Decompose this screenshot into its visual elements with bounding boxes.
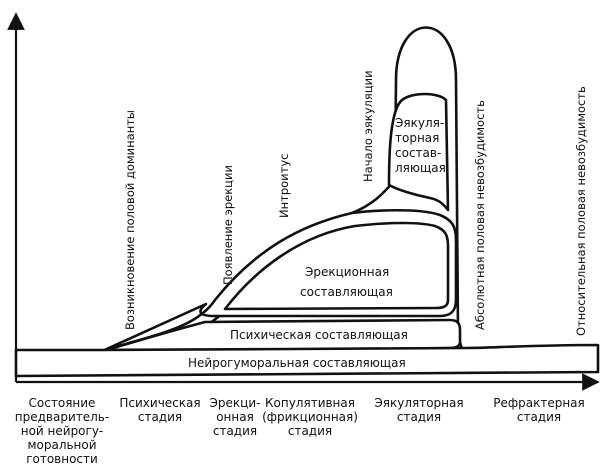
event-absolute-refractory-label: Абсолютная половая невозбудимость bbox=[473, 100, 487, 330]
stage-psychic-label: Психическая стадия bbox=[119, 396, 201, 424]
stage-readiness-label: Состояние предваритель- ной нейрогу- мор… bbox=[14, 396, 110, 466]
event-erection-onset-label: Появление эрекции bbox=[221, 165, 235, 285]
ejaculatory-component-inner bbox=[387, 92, 450, 212]
stage-copulative-label: Копулятивная (фрикционная) стадия bbox=[262, 396, 358, 438]
neurohumoral-component-band bbox=[14, 343, 600, 378]
erection-component-inner bbox=[223, 221, 450, 311]
event-introitus-label: Интроитус bbox=[277, 154, 291, 218]
stage-erection-label: Эрекци- онная стадия bbox=[209, 396, 261, 438]
stage-ejaculatory-label: Эякуляторная стадия bbox=[374, 396, 464, 424]
event-ejaculation-onset-label: Начало эякуляции bbox=[361, 70, 375, 182]
erection-component-label-line1: Эрекционная bbox=[305, 265, 389, 279]
ejaculatory-component-label-line4: ляющая bbox=[395, 161, 446, 175]
ejaculatory-component-label-line2: торная bbox=[395, 131, 439, 145]
ejaculatory-component-label-line3: состав- bbox=[395, 146, 441, 160]
stage-refractory-label: Рефрактерная стадия bbox=[493, 396, 585, 424]
psychic-component-label: Психическая составляющая bbox=[230, 328, 408, 342]
event-relative-refractory-label: Относительная половая невозбудимость bbox=[574, 86, 588, 336]
neurohumoral-component-label: Нейрогуморальная составляющая bbox=[188, 356, 406, 370]
ejaculatory-component-label-line1: Эякуля- bbox=[395, 116, 444, 130]
erection-component-label-line2: составляющая bbox=[300, 285, 393, 299]
event-dominant-label: Возникновение половой доминанты bbox=[123, 110, 137, 330]
